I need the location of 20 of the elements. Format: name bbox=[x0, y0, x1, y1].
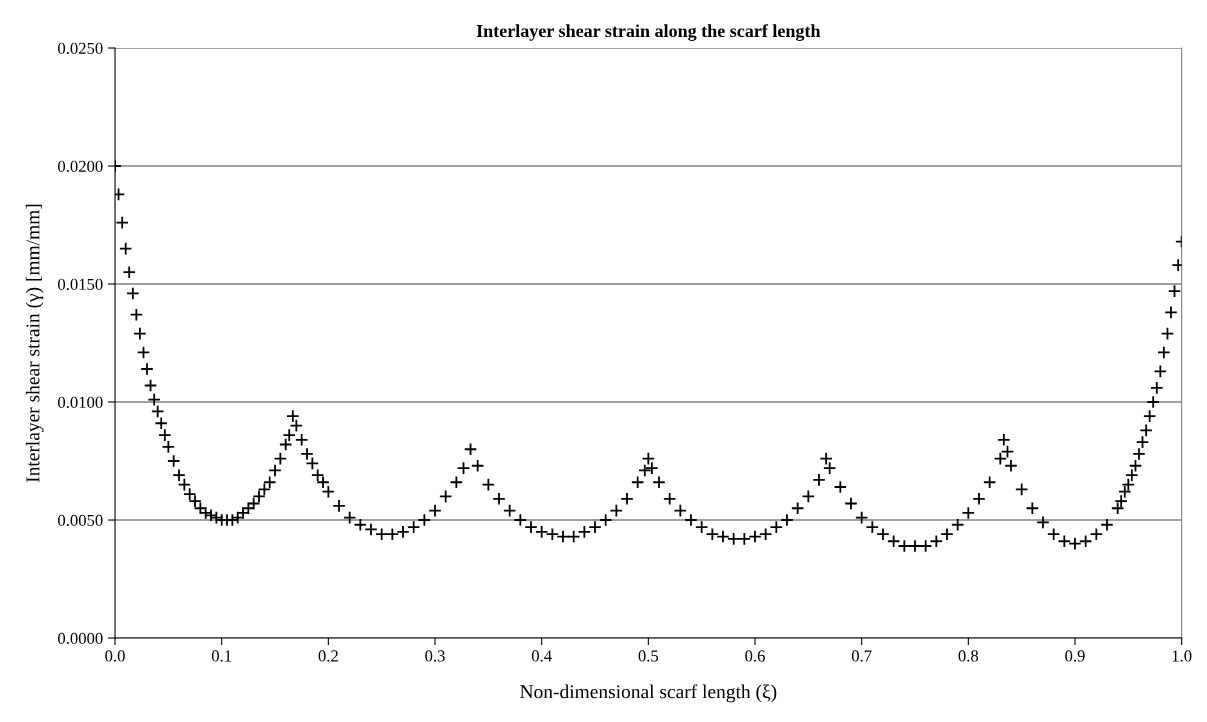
x-tick-label: 0.9 bbox=[1065, 650, 1085, 662]
y-tick-label: 0.0250 bbox=[58, 42, 103, 55]
x-tick-label: 0.1 bbox=[211, 650, 232, 662]
y-tick-label: 0.0100 bbox=[58, 396, 103, 409]
x-tick-label: 0.7 bbox=[851, 650, 872, 662]
x-tick-label: 0.8 bbox=[958, 650, 979, 662]
x-tick-label: 0.3 bbox=[425, 650, 445, 662]
y-tick-label: 0.0150 bbox=[58, 278, 103, 291]
y-tick-label: 0.0000 bbox=[58, 632, 103, 645]
y-axis-title: Interlayer shear strain (γ) [mm/mm] bbox=[25, 204, 44, 483]
x-tick-label: 0.5 bbox=[638, 650, 659, 662]
x-tick-label: 1.0 bbox=[1172, 650, 1192, 662]
x-axis-title: Non-dimensional scarf length (ξ) bbox=[520, 684, 777, 703]
chart-title: Interlayer shear strain along the scarf length bbox=[476, 24, 821, 41]
x-tick-label: 0.4 bbox=[531, 650, 552, 662]
y-tick-label: 0.0050 bbox=[58, 514, 103, 527]
x-tick-label: 0.2 bbox=[318, 650, 338, 662]
y-tick-label: 0.0200 bbox=[58, 160, 103, 173]
x-tick-label: 0.6 bbox=[745, 650, 765, 662]
x-tick-label: 0.0 bbox=[105, 650, 125, 662]
